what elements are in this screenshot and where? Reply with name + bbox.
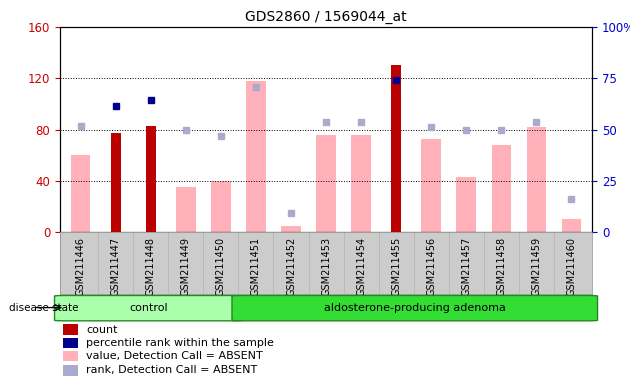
Bar: [491, 145, 511, 232]
Text: GSM211457: GSM211457: [461, 237, 471, 296]
Text: disease state: disease state: [9, 303, 79, 313]
Bar: [527, 127, 546, 232]
Text: GSM211460: GSM211460: [566, 237, 576, 296]
Text: GSM211447: GSM211447: [111, 237, 121, 296]
Bar: [421, 139, 441, 232]
Bar: [71, 155, 91, 232]
Bar: [391, 65, 401, 232]
Title: GDS2860 / 1569044_at: GDS2860 / 1569044_at: [245, 10, 407, 25]
Text: GSM211453: GSM211453: [321, 237, 331, 296]
Text: GSM211455: GSM211455: [391, 237, 401, 296]
Bar: [62, 338, 79, 348]
Text: GSM211451: GSM211451: [251, 237, 261, 296]
Text: value, Detection Call = ABSENT: value, Detection Call = ABSENT: [86, 351, 263, 361]
Bar: [62, 365, 79, 376]
FancyBboxPatch shape: [55, 296, 243, 321]
Text: GSM211449: GSM211449: [181, 237, 191, 296]
Text: aldosterone-producing adenoma: aldosterone-producing adenoma: [324, 303, 506, 313]
Bar: [111, 134, 121, 232]
Bar: [352, 135, 370, 232]
Bar: [282, 226, 301, 232]
Text: GSM211452: GSM211452: [286, 237, 296, 296]
Text: control: control: [129, 303, 168, 313]
Bar: [176, 187, 195, 232]
Bar: [62, 351, 79, 361]
Text: rank, Detection Call = ABSENT: rank, Detection Call = ABSENT: [86, 365, 258, 375]
Text: GSM211458: GSM211458: [496, 237, 506, 296]
Bar: [246, 81, 266, 232]
Text: percentile rank within the sample: percentile rank within the sample: [86, 338, 274, 348]
Bar: [211, 181, 231, 232]
FancyBboxPatch shape: [232, 296, 597, 321]
Text: GSM211456: GSM211456: [426, 237, 436, 296]
Text: GSM211459: GSM211459: [531, 237, 541, 296]
Bar: [457, 177, 476, 232]
Text: GSM211450: GSM211450: [216, 237, 226, 296]
Bar: [146, 126, 156, 232]
Bar: [316, 135, 336, 232]
Bar: [561, 220, 581, 232]
Text: GSM211448: GSM211448: [146, 237, 156, 296]
Bar: [62, 324, 79, 335]
Text: count: count: [86, 325, 118, 335]
Text: GSM211454: GSM211454: [356, 237, 366, 296]
Text: GSM211446: GSM211446: [76, 237, 86, 296]
